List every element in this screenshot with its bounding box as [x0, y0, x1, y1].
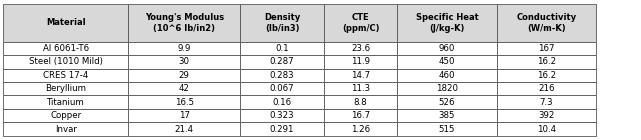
Text: Al 6061-T6: Al 6061-T6: [43, 44, 88, 53]
Text: 526: 526: [439, 98, 455, 107]
Bar: [240, 4, 324, 42]
Text: 14.7: 14.7: [351, 71, 370, 80]
Text: 1820: 1820: [436, 84, 458, 93]
Bar: [3, 55, 128, 69]
Bar: [324, 122, 397, 136]
Text: 29: 29: [179, 71, 190, 80]
Bar: [3, 4, 128, 42]
Bar: [128, 95, 240, 109]
Text: 0.1: 0.1: [275, 44, 289, 53]
Bar: [497, 42, 596, 55]
Text: 21.4: 21.4: [175, 125, 194, 134]
Bar: [240, 95, 324, 109]
Text: 0.291: 0.291: [270, 125, 294, 134]
Text: 460: 460: [439, 71, 455, 80]
Bar: [497, 69, 596, 82]
Bar: [128, 82, 240, 95]
Bar: [3, 109, 128, 122]
Bar: [3, 95, 128, 109]
Text: 9.9: 9.9: [178, 44, 191, 53]
Bar: [240, 109, 324, 122]
Bar: [497, 4, 596, 42]
Text: 11.3: 11.3: [351, 84, 370, 93]
Text: 10.4: 10.4: [537, 125, 556, 134]
Text: 392: 392: [538, 111, 554, 120]
Text: 216: 216: [538, 84, 554, 93]
Text: 0.067: 0.067: [270, 84, 294, 93]
Bar: [497, 95, 596, 109]
Text: Copper: Copper: [50, 111, 81, 120]
Bar: [240, 122, 324, 136]
Bar: [240, 69, 324, 82]
Bar: [240, 82, 324, 95]
Text: 167: 167: [538, 44, 554, 53]
Text: Density
(lb/in3): Density (lb/in3): [264, 13, 300, 33]
Bar: [128, 69, 240, 82]
Text: 11.9: 11.9: [351, 57, 370, 66]
Text: 7.3: 7.3: [540, 98, 553, 107]
Bar: [397, 122, 497, 136]
Text: 450: 450: [439, 57, 455, 66]
Bar: [397, 4, 497, 42]
Bar: [397, 42, 497, 55]
Text: 0.287: 0.287: [270, 57, 294, 66]
Bar: [128, 4, 240, 42]
Text: Material: Material: [46, 18, 85, 27]
Text: CTE
(ppm/C): CTE (ppm/C): [342, 13, 379, 33]
Bar: [240, 55, 324, 69]
Bar: [128, 109, 240, 122]
Text: Specific Heat
(J/kg-K): Specific Heat (J/kg-K): [416, 13, 478, 33]
Text: 17: 17: [179, 111, 190, 120]
Bar: [3, 122, 128, 136]
Text: 0.16: 0.16: [272, 98, 292, 107]
Bar: [324, 82, 397, 95]
Bar: [128, 55, 240, 69]
Bar: [497, 109, 596, 122]
Bar: [397, 109, 497, 122]
Text: Young's Modulus
(10^6 lb/in2): Young's Modulus (10^6 lb/in2): [145, 13, 224, 33]
Text: 16.2: 16.2: [537, 71, 556, 80]
Text: 515: 515: [439, 125, 455, 134]
Text: 8.8: 8.8: [354, 98, 367, 107]
Bar: [324, 109, 397, 122]
Bar: [324, 95, 397, 109]
Text: 0.323: 0.323: [270, 111, 294, 120]
Bar: [3, 82, 128, 95]
Bar: [324, 4, 397, 42]
Bar: [497, 82, 596, 95]
Text: Titanium: Titanium: [47, 98, 85, 107]
Bar: [324, 55, 397, 69]
Bar: [397, 69, 497, 82]
Bar: [128, 42, 240, 55]
Bar: [497, 55, 596, 69]
Text: 16.7: 16.7: [351, 111, 370, 120]
Text: Invar: Invar: [54, 125, 77, 134]
Text: 385: 385: [439, 111, 455, 120]
Text: 16.2: 16.2: [537, 57, 556, 66]
Text: Beryllium: Beryllium: [46, 84, 86, 93]
Text: 0.283: 0.283: [270, 71, 294, 80]
Bar: [397, 55, 497, 69]
Bar: [128, 122, 240, 136]
Bar: [240, 42, 324, 55]
Text: 960: 960: [439, 44, 455, 53]
Text: 23.6: 23.6: [351, 44, 370, 53]
Text: 30: 30: [179, 57, 190, 66]
Bar: [3, 42, 128, 55]
Text: Steel (1010 Mild): Steel (1010 Mild): [29, 57, 103, 66]
Bar: [397, 95, 497, 109]
Text: 16.5: 16.5: [175, 98, 194, 107]
Bar: [397, 82, 497, 95]
Text: CRES 17-4: CRES 17-4: [43, 71, 88, 80]
Bar: [497, 122, 596, 136]
Bar: [324, 42, 397, 55]
Bar: [324, 69, 397, 82]
Text: 42: 42: [179, 84, 190, 93]
Text: Conductivity
(W/m-K): Conductivity (W/m-K): [517, 13, 576, 33]
Bar: [3, 69, 128, 82]
Text: 1.26: 1.26: [351, 125, 370, 134]
